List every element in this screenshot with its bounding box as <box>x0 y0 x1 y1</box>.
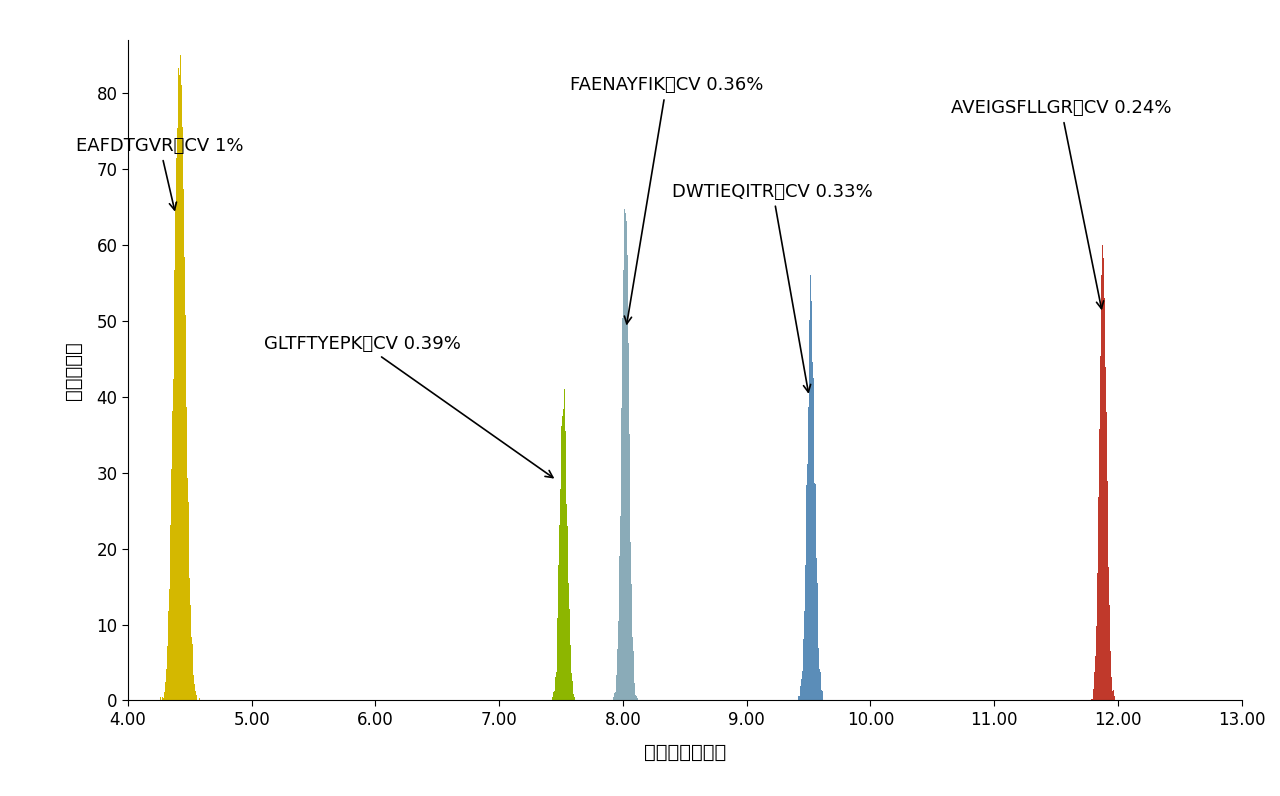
Text: DWTIEQITR、CV 0.33%: DWTIEQITR、CV 0.33% <box>672 182 873 392</box>
Text: FAENAYFIK、CV 0.36%: FAENAYFIK、CV 0.36% <box>570 76 763 324</box>
Text: AVEIGSFLLGR、CV 0.24%: AVEIGSFLLGR、CV 0.24% <box>951 100 1171 309</box>
Y-axis label: ペプチド数: ペプチド数 <box>64 341 83 400</box>
Text: EAFDTGVR、CV 1%: EAFDTGVR、CV 1% <box>76 137 243 210</box>
X-axis label: 保持時間（分）: 保持時間（分） <box>644 743 726 762</box>
Text: GLTFTYEPK、CV 0.39%: GLTFTYEPK、CV 0.39% <box>264 334 553 478</box>
